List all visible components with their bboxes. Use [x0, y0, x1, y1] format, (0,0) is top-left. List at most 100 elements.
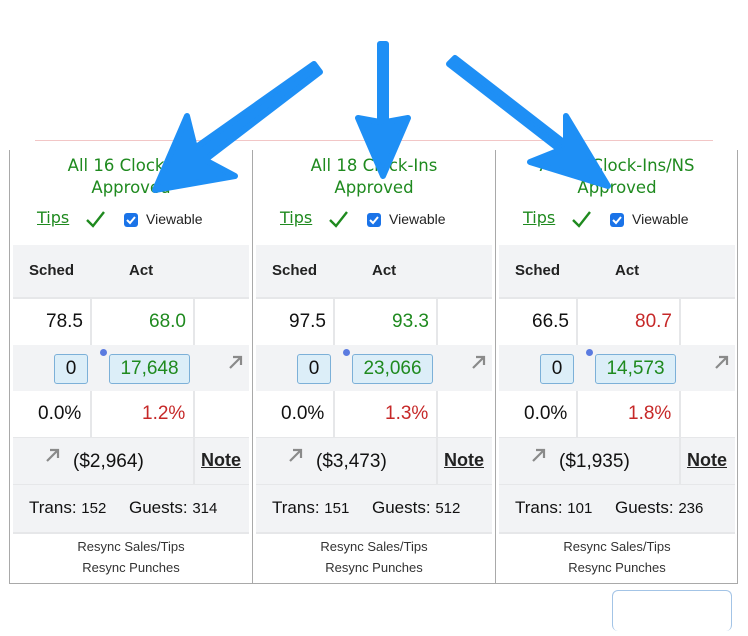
guests: Guests: 512	[372, 498, 461, 517]
expand-arrow-icon[interactable]	[227, 353, 245, 371]
tips-link[interactable]: Tips	[523, 208, 556, 227]
resync-area	[499, 534, 735, 581]
viewable-checkbox[interactable]	[610, 213, 624, 227]
act-header: Act	[372, 262, 397, 279]
variance-row: ($3,473) Note	[256, 438, 492, 484]
grid-bottom-border	[9, 583, 738, 584]
resync-sales-link[interactable]: Resync Sales/Tips	[563, 539, 671, 554]
divider	[436, 438, 438, 484]
divider	[13, 297, 249, 299]
viewable-checkbox[interactable]	[367, 213, 381, 227]
status-dot	[586, 349, 593, 356]
approval-status-line2: Approved	[334, 178, 414, 197]
divider	[576, 391, 578, 437]
top-divider	[35, 140, 713, 141]
checkmark-icon	[329, 211, 348, 228]
divider	[679, 438, 681, 484]
divider	[499, 297, 735, 299]
divider	[333, 391, 335, 437]
approval-status-line1: All 16 Clock-Ins	[67, 156, 195, 175]
viewable-checkbox[interactable]	[124, 213, 138, 227]
traffic-row: Trans: 152 Guests: 314	[13, 485, 249, 532]
viewable-label: Viewable	[146, 211, 203, 227]
sched-sales-input[interactable]: 0	[297, 354, 331, 384]
approval-status-line1: All 18 Clock-Ins	[310, 156, 438, 175]
tips-link[interactable]: Tips	[37, 208, 70, 227]
expand-arrow-icon[interactable]	[530, 446, 548, 464]
resync-sales-link[interactable]: Resync Sales/Tips	[77, 539, 185, 554]
variance-value: ($2,964)	[73, 451, 144, 472]
approval-status-line2: Approved	[91, 178, 171, 197]
divider	[679, 299, 681, 345]
act-percent: 1.8%	[628, 403, 672, 424]
sched-percent: 0.0%	[524, 403, 568, 424]
viewable-label: Viewable	[632, 211, 689, 227]
resync-punches-link[interactable]: Resync Punches	[82, 560, 180, 575]
expand-arrow-icon[interactable]	[287, 446, 305, 464]
divider	[499, 532, 735, 534]
expand-arrow-icon[interactable]	[44, 446, 62, 464]
act-header: Act	[129, 262, 154, 279]
note-link[interactable]: Note	[687, 450, 727, 470]
sched-percent: 0.0%	[281, 403, 325, 424]
act-sales-input[interactable]: 23,066	[352, 354, 433, 384]
approval-status[interactable]: All 14 Clock-Ins/NS Approved	[496, 155, 738, 199]
status-dot	[343, 349, 350, 356]
variance-value: ($3,473)	[316, 451, 387, 472]
status-dot	[100, 349, 107, 356]
divider	[193, 438, 195, 484]
sched-hours: 78.5	[46, 311, 83, 332]
approval-status[interactable]: All 18 Clock-Ins Approved	[253, 155, 495, 199]
note-link[interactable]: Note	[201, 450, 241, 470]
act-header: Act	[615, 262, 640, 279]
divider	[436, 299, 438, 345]
divider	[333, 299, 335, 345]
divider	[193, 391, 195, 437]
day-column: All 18 Clock-Ins Approved Tips Viewable …	[252, 150, 495, 583]
variance-row: ($2,964) Note	[13, 438, 249, 484]
day-metrics: Sched Act 78.5 68.0 0 17,648 0.0%	[13, 245, 249, 581]
percent-row: 0.0% 1.8%	[499, 391, 735, 437]
resync-area	[13, 534, 249, 581]
day-header: All 14 Clock-Ins/NS Approved Tips Viewab…	[496, 150, 738, 242]
hours-row: 66.5 80.7	[499, 299, 735, 345]
viewable-label: Viewable	[389, 211, 446, 227]
expand-arrow-icon[interactable]	[470, 353, 488, 371]
tips-link[interactable]: Tips	[280, 208, 313, 227]
transactions: Trans: 151	[272, 498, 350, 517]
expand-arrow-icon[interactable]	[713, 353, 731, 371]
act-hours: 93.3	[392, 311, 429, 332]
sched-hours: 97.5	[289, 311, 326, 332]
day-column: All 14 Clock-Ins/NS Approved Tips Viewab…	[495, 150, 738, 583]
act-sales-input[interactable]: 14,573	[595, 354, 676, 384]
checkmark-icon	[86, 211, 105, 228]
divider	[13, 532, 249, 534]
sched-sales-input[interactable]: 0	[540, 354, 574, 384]
sched-sales-input[interactable]: 0	[54, 354, 88, 384]
note-link[interactable]: Note	[444, 450, 484, 470]
sched-header: Sched	[272, 262, 318, 279]
resync-punches-link[interactable]: Resync Punches	[325, 560, 423, 575]
guests: Guests: 236	[615, 498, 704, 517]
transactions: Trans: 152	[29, 498, 107, 517]
divider	[576, 299, 578, 345]
sched-header: Sched	[29, 262, 75, 279]
partial-button[interactable]	[612, 590, 732, 631]
percent-row: 0.0% 1.2%	[13, 391, 249, 437]
traffic-row: Trans: 101 Guests: 236	[499, 485, 735, 532]
act-sales-input[interactable]: 17,648	[109, 354, 190, 384]
day-column: All 16 Clock-Ins Approved Tips Viewable …	[9, 150, 252, 583]
divider	[90, 391, 92, 437]
sched-hours: 66.5	[532, 311, 569, 332]
resync-punches-link[interactable]: Resync Punches	[568, 560, 666, 575]
day-header: All 18 Clock-Ins Approved Tips Viewable	[253, 150, 495, 242]
hours-row: 78.5 68.0	[13, 299, 249, 345]
divider	[256, 297, 492, 299]
day-metrics: Sched Act 66.5 80.7 0 14,573 0.0%	[499, 245, 735, 581]
approval-status[interactable]: All 16 Clock-Ins Approved	[10, 155, 252, 199]
traffic-row: Trans: 151 Guests: 512	[256, 485, 492, 532]
transactions: Trans: 101	[515, 498, 593, 517]
checkmark-icon	[572, 211, 591, 228]
resync-sales-link[interactable]: Resync Sales/Tips	[320, 539, 428, 554]
divider	[256, 532, 492, 534]
